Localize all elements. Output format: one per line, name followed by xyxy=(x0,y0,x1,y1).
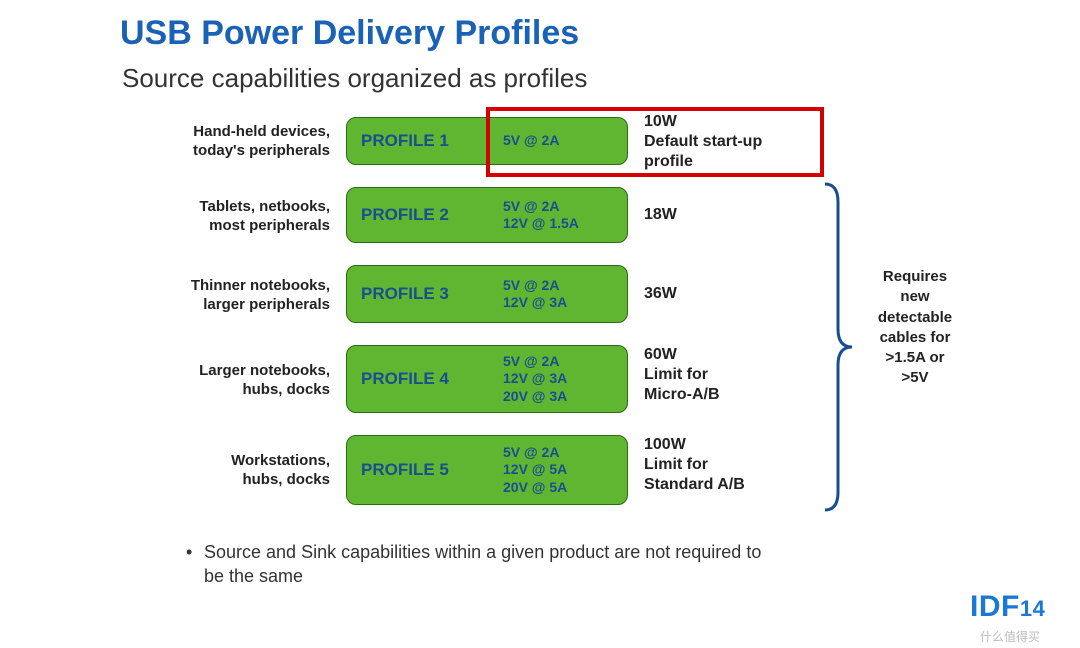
profile-left-label: Thinner notebooks,larger peripherals xyxy=(130,277,330,315)
idf14-logo: IDF14 xyxy=(970,590,1045,624)
profile-right-label: 18W xyxy=(644,205,814,225)
profile-pill: PROFILE 45V @ 2A12V @ 3A20V @ 3A xyxy=(346,345,628,413)
profile-left-label: Hand-held devices,today's peripherals xyxy=(130,123,330,161)
profile-pill: PROFILE 25V @ 2A12V @ 1.5A xyxy=(346,187,628,243)
footnote-bullet: Source and Sink capabilities within a gi… xyxy=(204,540,764,589)
profile-left-label: Larger notebooks,hubs, docks xyxy=(130,362,330,400)
curly-brace-icon xyxy=(820,182,860,512)
profile-name: PROFILE 5 xyxy=(347,460,503,480)
page-subtitle: Source capabilities organized as profile… xyxy=(122,63,1040,94)
profile-specs: 5V @ 2A12V @ 3A xyxy=(503,277,567,312)
slide: USB Power Delivery Profiles Source capab… xyxy=(0,0,1080,648)
profile-name: PROFILE 4 xyxy=(347,369,503,389)
brace-note: Requiresnewdetectablecables for>1.5A or>… xyxy=(860,267,970,389)
profile-pill: PROFILE 35V @ 2A12V @ 3A xyxy=(346,265,628,323)
page-title: USB Power Delivery Profiles xyxy=(120,14,1040,53)
profile-name: PROFILE 1 xyxy=(347,131,503,151)
profile-left-label: Workstations,hubs, docks xyxy=(130,452,330,490)
profile-pill: PROFILE 55V @ 2A12V @ 5A20V @ 5A xyxy=(346,435,628,505)
profile-specs: 5V @ 2A12V @ 3A20V @ 3A xyxy=(503,353,567,406)
watermark: 什么值得买 xyxy=(980,628,1040,645)
logo-main: IDF xyxy=(970,590,1020,623)
profile-specs: 5V @ 2A12V @ 5A20V @ 5A xyxy=(503,444,567,497)
highlight-callout xyxy=(486,107,824,177)
profile-name: PROFILE 2 xyxy=(347,205,503,225)
profile-right-label: 60WLimit forMicro-A/B xyxy=(644,345,814,405)
profile-specs: 5V @ 2A12V @ 1.5A xyxy=(503,198,579,233)
profile-left-label: Tablets, netbooks,most peripherals xyxy=(130,198,330,236)
profiles-area: Requiresnewdetectablecables for>1.5A or>… xyxy=(120,112,1020,522)
profile-right-label: 100WLimit forStandard A/B xyxy=(644,435,814,495)
logo-suffix: 14 xyxy=(1020,596,1045,621)
profile-name: PROFILE 3 xyxy=(347,284,503,304)
profile-right-label: 36W xyxy=(644,284,814,304)
